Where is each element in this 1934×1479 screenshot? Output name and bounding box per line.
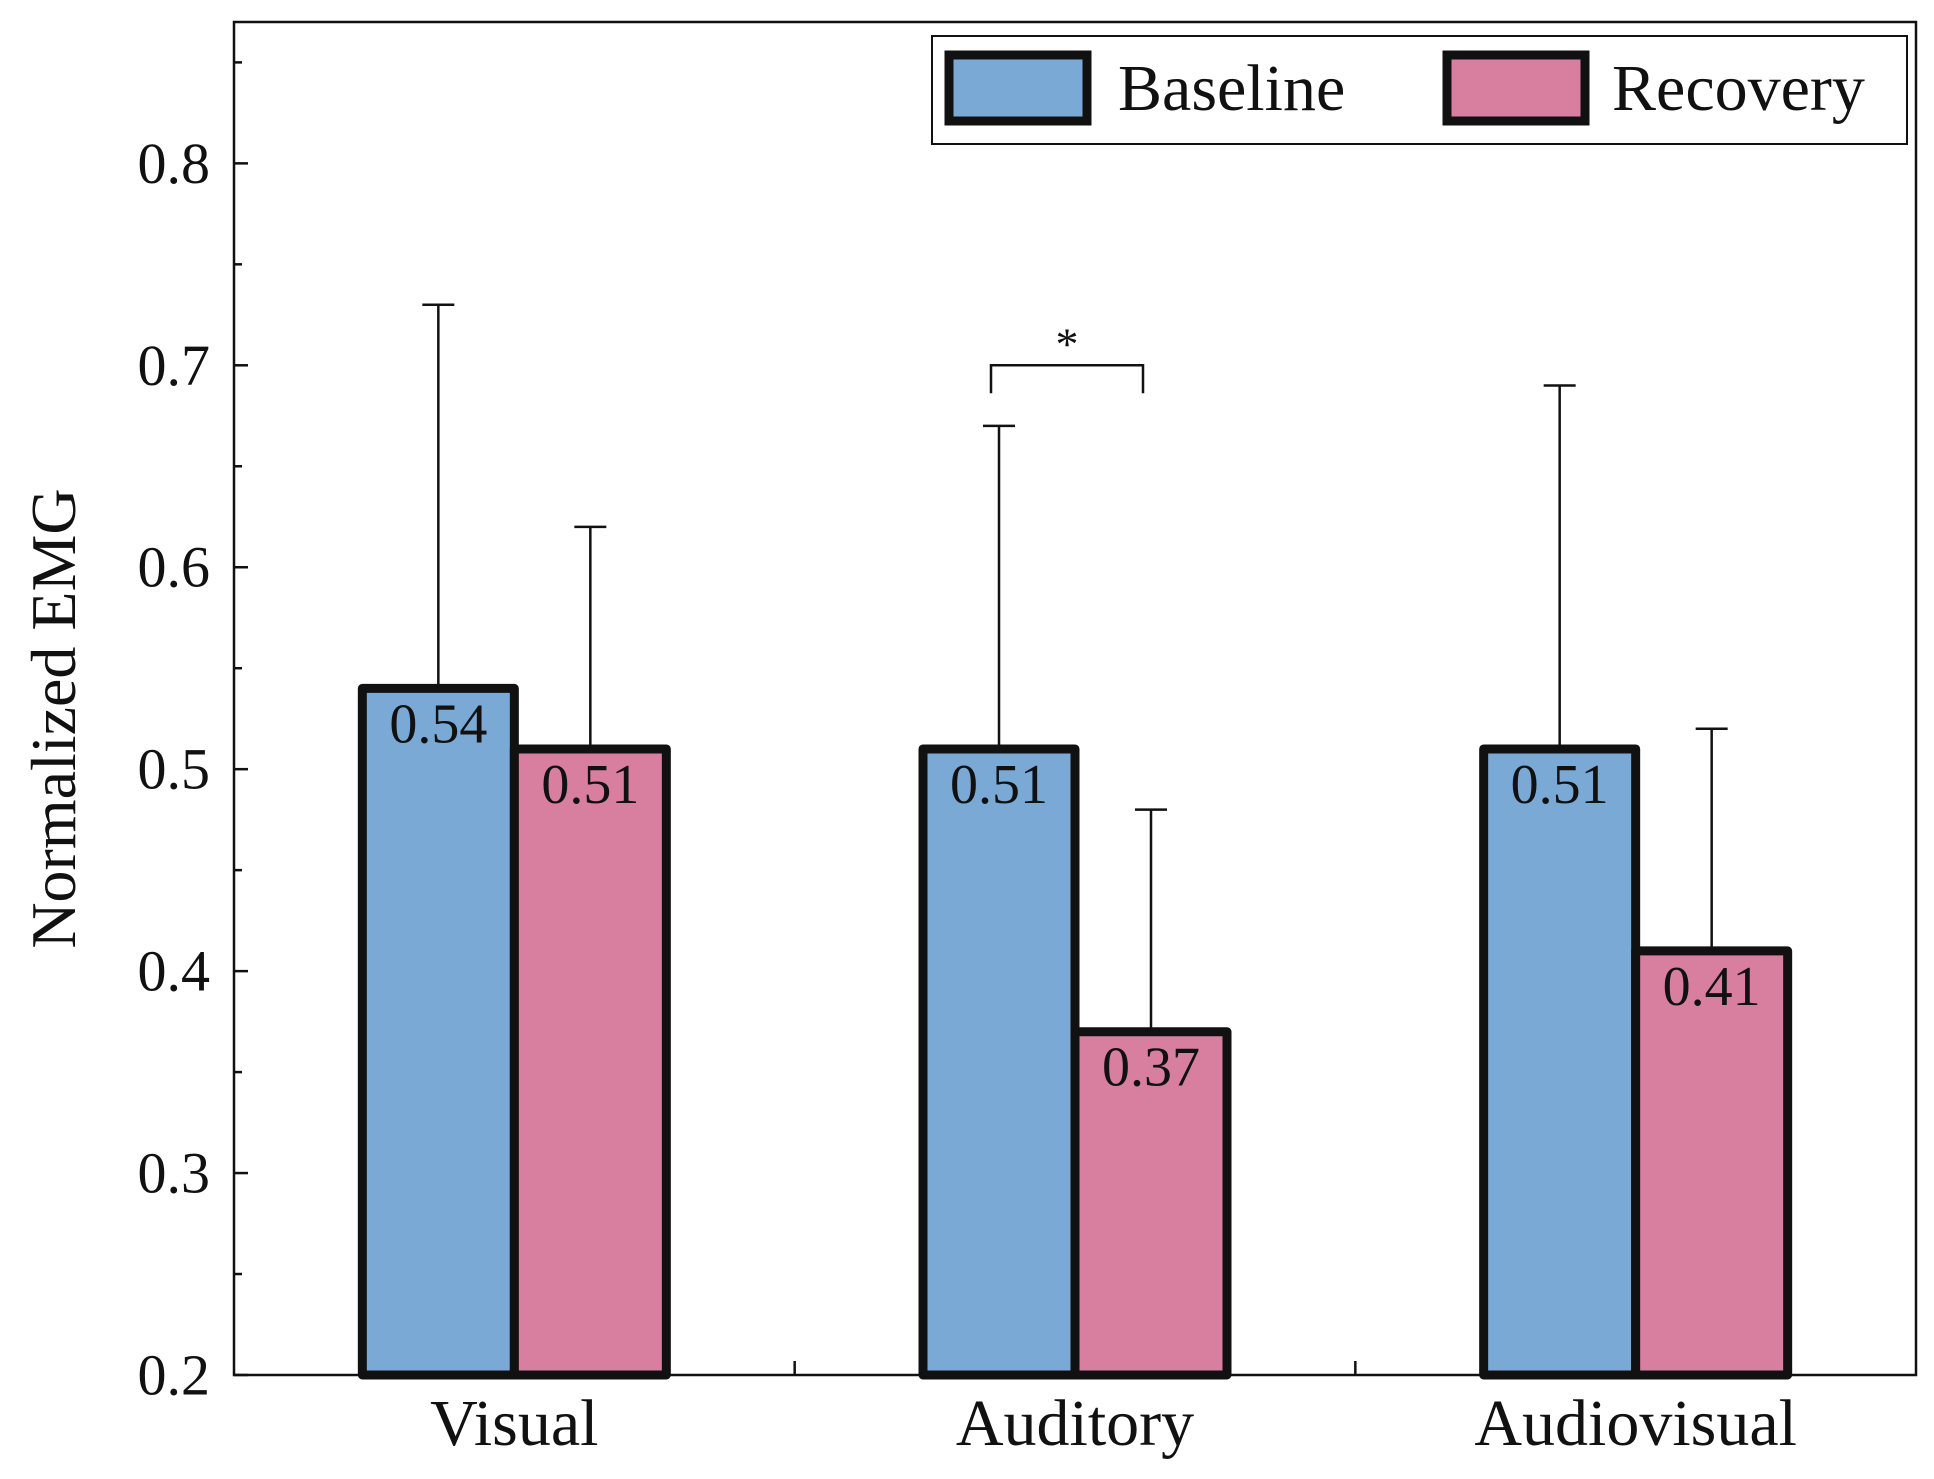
y-tick-label: 0.5 (138, 737, 211, 802)
x-axis: Visual Auditory Audiovisual (430, 1361, 1797, 1460)
legend-swatch-recovery (1442, 50, 1590, 126)
y-axis-title: Normalized EMG (18, 488, 89, 948)
y-tick-label: 0.8 (138, 131, 211, 196)
bar-recovery (1631, 946, 1793, 1380)
y-tick-label: 0.4 (138, 939, 211, 1004)
y-tick-label: 0.3 (138, 1141, 211, 1206)
x-category-label: Visual (430, 1387, 598, 1460)
bars: 0.54 0.51 0.51 0.37 0.51 0.41 (357, 303, 1793, 1380)
significance-bracket (989, 364, 1145, 394)
legend-label-baseline: Baseline (1118, 52, 1345, 125)
bar-baseline (1479, 744, 1641, 1380)
data-label: 0.54 (389, 693, 487, 755)
bar-baseline (918, 744, 1080, 1380)
y-axis: 0.2 0.3 0.4 0.5 0.6 0.7 0.8 (138, 61, 248, 1408)
legend: Baseline Recovery (931, 35, 1908, 145)
data-label: 0.37 (1102, 1037, 1200, 1099)
bar-baseline (357, 683, 519, 1380)
significance-annotations: * (989, 318, 1145, 394)
bar-recovery (509, 744, 671, 1380)
y-tick-label: 0.2 (138, 1343, 211, 1408)
x-category-label: Audiovisual (1474, 1387, 1797, 1460)
plot-frame (232, 20, 1918, 1377)
y-tick-label: 0.6 (138, 535, 211, 600)
data-label: 0.41 (1663, 956, 1761, 1018)
data-label: 0.51 (541, 754, 639, 816)
legend-swatch-baseline (944, 50, 1092, 126)
y-tick-label: 0.7 (138, 333, 211, 398)
legend-label-recovery: Recovery (1612, 52, 1865, 125)
significance-marker: * (1056, 318, 1079, 369)
data-label: 0.51 (1511, 754, 1609, 816)
data-label: 0.51 (950, 754, 1048, 816)
x-category-label: Auditory (956, 1387, 1194, 1460)
legend-box (931, 35, 1908, 145)
